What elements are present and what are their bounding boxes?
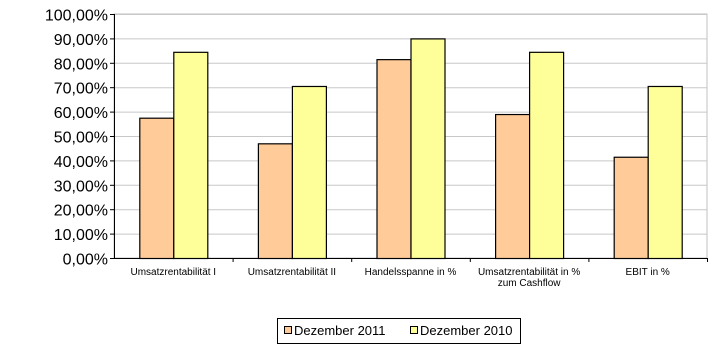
x-tick-labels: Umsatzrentabilität I Umsatzrentabilität I… (131, 267, 670, 289)
bar (647, 85, 683, 260)
bar (257, 143, 293, 260)
bar (173, 51, 209, 260)
legend-label: Dezember 2011 (294, 323, 386, 338)
bar (376, 59, 412, 260)
x-tick-label: Umsatzrentabilität I (131, 267, 217, 278)
bar (495, 113, 531, 260)
bar (613, 156, 649, 260)
x-tick-label: Umsatzrentabilität II (248, 267, 336, 278)
legend-swatch (284, 326, 292, 334)
y-tick-labels: 0,00% 10,00% 20,00% 30,00% 40,00% 50,00% 60,00… (45, 8, 108, 269)
y-tick-label: 20,00% (54, 203, 108, 220)
legend-swatch (410, 326, 418, 334)
y-tick-label: 0,00% (63, 252, 108, 269)
x-tick-label: Umsatzrentabilität in % (478, 267, 580, 278)
axes (110, 14, 708, 262)
bar (139, 117, 175, 260)
legend-label: Dezember 2010 (420, 323, 513, 338)
legend: Dezember 2011 Dezember 2010 (277, 318, 521, 344)
bars (139, 38, 683, 260)
y-tick-label: 40,00% (54, 154, 108, 171)
y-tick-label: 50,00% (54, 130, 108, 147)
y-tick-label: 10,00% (54, 227, 108, 244)
y-tick-label: 70,00% (54, 81, 108, 98)
y-tick-label: 60,00% (54, 105, 108, 122)
bar (528, 51, 565, 260)
legend-box (277, 318, 521, 344)
y-tick-label: 80,00% (54, 56, 108, 73)
y-tick-label: 100,00% (45, 8, 108, 25)
x-tick-label: zum Cashflow (498, 278, 562, 289)
bar (291, 85, 327, 260)
x-tick-label: Handelsspanne in % (365, 267, 457, 278)
y-tick-label: 30,00% (54, 178, 108, 195)
bar (410, 38, 446, 260)
x-tick-label: EBIT in % (626, 267, 670, 278)
y-tick-label: 90,00% (54, 32, 108, 49)
